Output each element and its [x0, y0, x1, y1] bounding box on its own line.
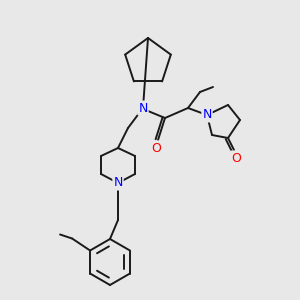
Text: N: N [202, 109, 212, 122]
Text: O: O [151, 142, 161, 154]
Text: O: O [231, 152, 241, 164]
Text: N: N [113, 176, 123, 190]
Text: N: N [138, 101, 148, 115]
